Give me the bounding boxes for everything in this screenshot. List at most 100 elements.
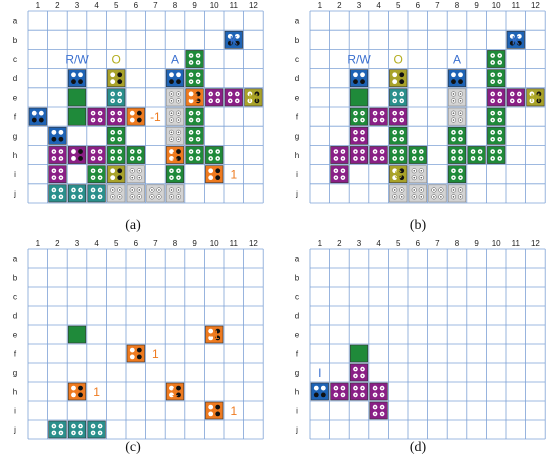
block-tile [87, 146, 106, 164]
row-label: j [295, 189, 298, 198]
block-tile [165, 88, 185, 107]
block-tile [185, 146, 204, 164]
block-tile [165, 69, 185, 88]
block-tile [349, 146, 369, 164]
row-label: i [14, 170, 16, 179]
block-tile [126, 146, 145, 164]
row-label: f [296, 113, 299, 122]
row-label: e [295, 331, 300, 340]
caption-b: (b) [409, 218, 427, 233]
block-tile [310, 382, 329, 401]
row-label: a [295, 255, 300, 264]
column-label: 7 [435, 239, 440, 248]
column-label: 3 [75, 1, 80, 10]
block-tile [146, 184, 165, 203]
row-label: h [295, 151, 299, 160]
row-label: e [13, 93, 18, 102]
block-tile [126, 344, 145, 363]
column-label: 11 [512, 1, 521, 10]
panel-d: 1 2 3 4 5 6 7 8 9 10 11 12 a b c d e f g h i j I [282, 236, 550, 441]
block-tile [487, 88, 506, 107]
block-tile [389, 69, 408, 88]
row-label: b [13, 274, 18, 283]
cell-annotation: A [453, 53, 461, 67]
block-tile [67, 382, 87, 401]
block-tile [506, 88, 525, 107]
panel-b: 1 2 3 4 5 6 7 8 9 10 11 12 a b c d e f g h i j K R/W O A M S [282, 0, 550, 216]
grid-lines [27, 248, 264, 440]
caption-d: (d) [409, 440, 427, 455]
cell-annotation: O [112, 53, 121, 67]
block-tile [67, 146, 87, 164]
block-tile [389, 88, 408, 107]
block-tile [107, 107, 126, 126]
block-tile [369, 401, 388, 420]
row-label: d [13, 312, 17, 321]
cell-annotation: -1 [209, 328, 220, 342]
row-label: d [13, 74, 17, 83]
block-tile [349, 126, 369, 145]
block-tile [205, 401, 224, 420]
cell-annotation: 1 [230, 168, 237, 182]
block-tile [185, 50, 204, 68]
column-label: 4 [94, 1, 99, 10]
block-tile [369, 382, 388, 401]
block-tile [185, 126, 204, 145]
cell-annotation: O [394, 53, 403, 67]
column-label: 11 [512, 239, 521, 248]
column-label: 5 [396, 239, 401, 248]
grid-lines [27, 10, 264, 204]
block-tile [165, 382, 185, 401]
column-label: 1 [318, 1, 323, 10]
block-tile [506, 30, 525, 49]
column-label: 4 [94, 239, 99, 248]
block-tile [67, 69, 87, 88]
column-label: 9 [192, 1, 197, 10]
column-label: 2 [337, 1, 342, 10]
block-tile [87, 184, 106, 203]
row-label: d [295, 74, 299, 83]
column-label: 7 [153, 1, 158, 10]
block-tile [389, 126, 408, 145]
cell-annotation: 1 [172, 149, 179, 163]
block-tile [467, 146, 486, 164]
column-label: 4 [376, 239, 381, 248]
row-label: b [295, 274, 300, 283]
column-label: 6 [134, 1, 139, 10]
block-tile [185, 69, 204, 88]
column-label: 6 [416, 239, 421, 248]
cell-annotation: -1 [150, 110, 161, 124]
column-label: 5 [396, 1, 401, 10]
block-tile [87, 165, 106, 184]
block-tile [185, 88, 204, 107]
row-label: g [13, 369, 17, 378]
column-label: 3 [357, 239, 362, 248]
row-label: e [13, 331, 18, 340]
block-tile [126, 184, 145, 203]
row-label: c [13, 293, 17, 302]
block-tile [67, 325, 87, 344]
block-tile [48, 420, 67, 439]
row-label: c [295, 55, 299, 64]
block-tile [107, 69, 126, 88]
block-tile [349, 382, 369, 401]
block-tile [28, 107, 47, 126]
column-label: 3 [357, 1, 362, 10]
cell-annotation: 1 [93, 385, 100, 399]
cell-annotation: 1 [152, 347, 159, 361]
cell-annotation: M [530, 91, 540, 105]
block-tile [126, 107, 145, 126]
row-label: g [295, 132, 299, 141]
column-label: 8 [173, 239, 178, 248]
panel-c: 1 2 3 4 5 6 7 8 9 10 11 12 a b c d e f g h i j -1 1 1 1 1 [0, 236, 270, 441]
block-tile [408, 165, 427, 184]
column-label: 5 [114, 239, 119, 248]
cell-annotation: R/W [347, 53, 371, 67]
block-tile [224, 88, 243, 107]
cell-annotation: A [171, 53, 179, 67]
column-label: 12 [249, 239, 258, 248]
cell-annotation: M [248, 91, 258, 105]
block-tile [165, 146, 185, 164]
row-label: a [295, 17, 300, 26]
